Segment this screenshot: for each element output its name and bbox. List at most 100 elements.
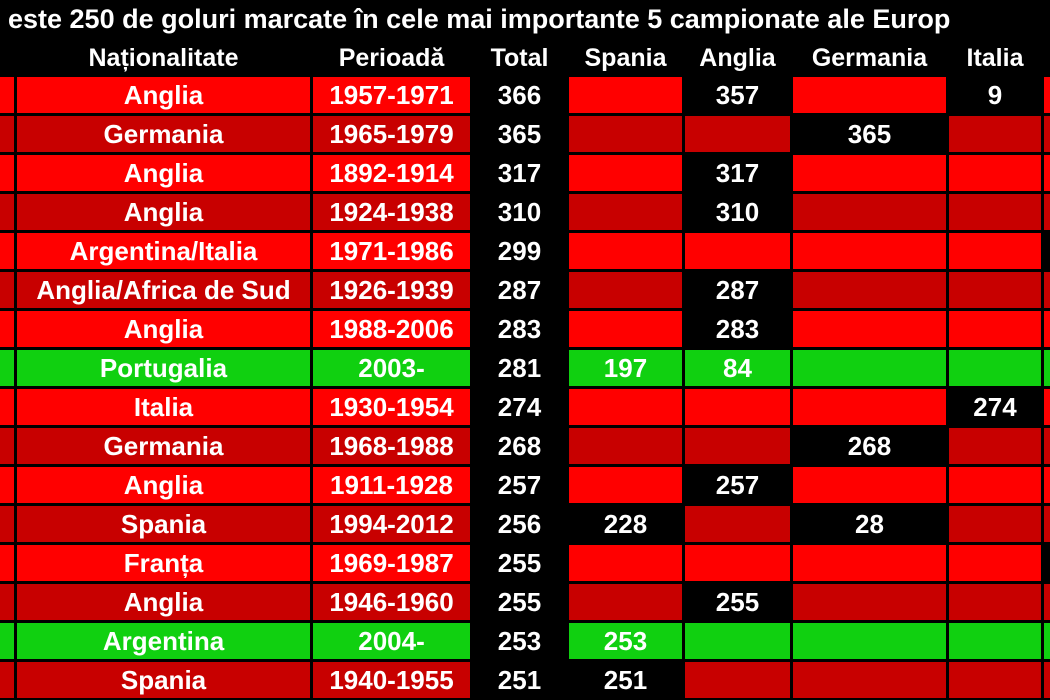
rank-col-cell xyxy=(0,233,14,269)
extra-col-cell xyxy=(1044,272,1050,308)
spain-col-cell xyxy=(569,389,682,425)
nationality-col-cell: Argentina xyxy=(17,623,310,659)
england-col-cell: 84 xyxy=(685,350,790,386)
period-col-cell: 1926-1939 xyxy=(313,272,470,308)
spain-col-cell xyxy=(569,545,682,581)
germany-col-cell xyxy=(793,77,946,113)
period-col-cell: 1965-1979 xyxy=(313,116,470,152)
spain-col-cell xyxy=(569,116,682,152)
nationality-col-cell: Portugalia xyxy=(17,350,310,386)
period-col-cell: 1969-1987 xyxy=(313,545,470,581)
italy-col-cell xyxy=(949,155,1041,191)
table-row: Anglia 1957-1971 366 357 9 xyxy=(0,77,1050,116)
germany-col-cell xyxy=(793,467,946,503)
england-col-cell xyxy=(685,233,790,269)
rank-col-cell xyxy=(0,77,14,113)
italy-col-cell xyxy=(949,506,1041,542)
table-row: Anglia 1946-1960 255 255 xyxy=(0,584,1050,623)
germany-col-cell xyxy=(793,350,946,386)
spain-col-cell xyxy=(569,311,682,347)
england-col-cell xyxy=(685,506,790,542)
spain-col-cell: 228 xyxy=(569,506,682,542)
total-col-cell: 283 xyxy=(473,311,566,347)
germany-col-cell xyxy=(793,389,946,425)
england-col-cell: 317 xyxy=(685,155,790,191)
rank-col-cell xyxy=(0,389,14,425)
extra-col-cell xyxy=(1044,623,1050,659)
spain-col-cell xyxy=(569,194,682,230)
extra-col-cell xyxy=(1044,116,1050,152)
england-col-cell xyxy=(685,389,790,425)
page-title: este 250 de goluri marcate în cele mai i… xyxy=(8,4,951,34)
spain-col-cell: 251 xyxy=(569,662,682,698)
period-col-cell: 1892-1914 xyxy=(313,155,470,191)
england-col-cell: 357 xyxy=(685,77,790,113)
italy-col-cell xyxy=(949,545,1041,581)
spain-col-cell: 253 xyxy=(569,623,682,659)
italy-col-cell: 9 xyxy=(949,77,1041,113)
extra-col-cell xyxy=(1044,233,1050,269)
italy-col-cell: 274 xyxy=(949,389,1041,425)
period-col-cell: 1946-1960 xyxy=(313,584,470,620)
nationality-col-cell: Franța xyxy=(17,545,310,581)
total-col-cell: 310 xyxy=(473,194,566,230)
italy-col-cell xyxy=(949,584,1041,620)
period-col-cell: 1930-1954 xyxy=(313,389,470,425)
period-col-cell: 2004- xyxy=(313,623,470,659)
nationality-col-cell: Germania xyxy=(17,116,310,152)
total-col-cell: 299 xyxy=(473,233,566,269)
extra-col-cell xyxy=(1044,155,1050,191)
germany-col-cell xyxy=(793,155,946,191)
total-col-cell: 281 xyxy=(473,350,566,386)
header-spain-col: Spania xyxy=(569,40,682,76)
germany-col-cell xyxy=(793,662,946,698)
total-col-cell: 253 xyxy=(473,623,566,659)
rank-col-cell xyxy=(0,194,14,230)
total-col-cell: 268 xyxy=(473,428,566,464)
header-row: Naționalitate Perioadă Total Spania Anglia Ge… xyxy=(0,38,1050,77)
total-col-cell: 274 xyxy=(473,389,566,425)
germany-col-cell xyxy=(793,584,946,620)
period-col-cell: 1968-1988 xyxy=(313,428,470,464)
italy-col-cell xyxy=(949,428,1041,464)
table-row: Anglia 1911-1928 257 257 xyxy=(0,467,1050,506)
nationality-col-cell: Spania xyxy=(17,662,310,698)
period-col-cell: 1911-1928 xyxy=(313,467,470,503)
extra-col-cell xyxy=(1044,389,1050,425)
italy-col-cell xyxy=(949,233,1041,269)
rank-col-cell xyxy=(0,545,14,581)
spain-col-cell xyxy=(569,272,682,308)
table-row: Argentina 2004- 253 253 xyxy=(0,623,1050,662)
nationality-col-cell: Italia xyxy=(17,389,310,425)
total-col-cell: 317 xyxy=(473,155,566,191)
extra-col-cell xyxy=(1044,428,1050,464)
period-col-cell: 1971-1986 xyxy=(313,233,470,269)
rank-col-cell xyxy=(0,662,14,698)
england-col-cell: 287 xyxy=(685,272,790,308)
period-col-cell: 1988-2006 xyxy=(313,311,470,347)
total-col-cell: 255 xyxy=(473,545,566,581)
italy-col-cell xyxy=(949,116,1041,152)
extra-col-cell xyxy=(1044,350,1050,386)
england-col-cell: 310 xyxy=(685,194,790,230)
england-col-cell xyxy=(685,662,790,698)
table-row: Spania 1940-1955 251 251 xyxy=(0,662,1050,700)
extra-col-cell xyxy=(1044,545,1050,581)
extra-col-cell xyxy=(1044,467,1050,503)
table-row: Anglia 1924-1938 310 310 xyxy=(0,194,1050,233)
england-col-cell xyxy=(685,116,790,152)
nationality-col-cell: Anglia xyxy=(17,584,310,620)
germany-col-cell xyxy=(793,194,946,230)
extra-col-cell xyxy=(1044,77,1050,113)
england-col-cell xyxy=(685,545,790,581)
table-row: Anglia/Africa de Sud 1926-1939 287 287 xyxy=(0,272,1050,311)
spain-col-cell: 197 xyxy=(569,350,682,386)
total-col-cell: 255 xyxy=(473,584,566,620)
rank-col-cell xyxy=(0,467,14,503)
table-row: Portugalia 2003- 281 197 84 xyxy=(0,350,1050,389)
nationality-col-cell: Spania xyxy=(17,506,310,542)
rank-col-cell xyxy=(0,506,14,542)
germany-col-cell xyxy=(793,272,946,308)
spain-col-cell xyxy=(569,155,682,191)
period-col-cell: 1924-1938 xyxy=(313,194,470,230)
